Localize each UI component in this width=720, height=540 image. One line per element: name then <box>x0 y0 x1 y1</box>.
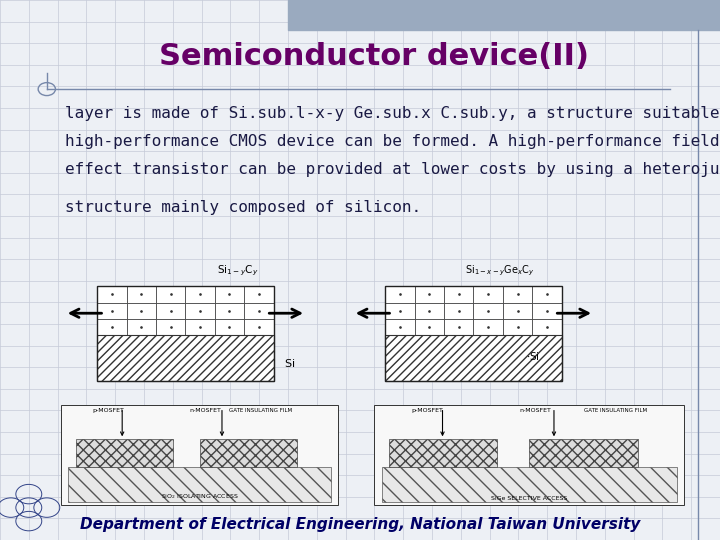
Bar <box>127 286 156 302</box>
Bar <box>156 286 186 302</box>
Bar <box>532 286 562 302</box>
Bar <box>97 286 274 381</box>
Bar <box>76 439 173 467</box>
Bar <box>244 286 274 302</box>
Bar <box>200 439 297 467</box>
Text: p-MOSFET: p-MOSFET <box>411 408 443 413</box>
Text: $\cdot\mathrm{Si}$: $\cdot\mathrm{Si}$ <box>526 350 539 362</box>
Bar <box>385 286 562 381</box>
Bar <box>215 286 244 302</box>
Text: GATE INSULATING FILM: GATE INSULATING FILM <box>229 408 292 413</box>
Bar <box>244 319 274 335</box>
Bar <box>97 286 127 302</box>
Bar <box>444 302 474 319</box>
Bar <box>186 319 215 335</box>
Bar <box>385 302 415 319</box>
Bar <box>532 302 562 319</box>
Bar <box>288 0 720 30</box>
Bar <box>503 302 532 319</box>
Bar <box>474 286 503 302</box>
Bar <box>156 302 186 319</box>
Text: layer is made of Si.sub.l-x-y Ge.sub.x C.sub.y, a structure suitable for a: layer is made of Si.sub.l-x-y Ge.sub.x C… <box>65 106 720 121</box>
Bar <box>127 319 156 335</box>
Bar <box>444 286 474 302</box>
Text: $\mathrm{Si}$: $\mathrm{Si}$ <box>284 356 295 369</box>
Text: effect transistor can be provided at lower costs by using a heterojunction: effect transistor can be provided at low… <box>65 162 720 177</box>
Text: SiO$_2$ ISOLATING ACCESS: SiO$_2$ ISOLATING ACCESS <box>161 492 238 501</box>
Text: GATE INSULATING FILM: GATE INSULATING FILM <box>585 408 647 413</box>
Bar <box>415 319 444 335</box>
Bar <box>127 302 156 319</box>
Bar <box>97 335 274 381</box>
Bar <box>244 302 274 319</box>
Bar <box>385 319 415 335</box>
Text: p-MOSFET: p-MOSFET <box>92 408 125 413</box>
Bar <box>68 467 331 502</box>
Bar <box>374 405 684 505</box>
Text: $\mathrm{Si}_{1-x-y}\mathrm{Ge}_x\mathrm{C}_y$: $\mathrm{Si}_{1-x-y}\mathrm{Ge}_x\mathrm… <box>464 264 534 278</box>
Text: $\mathrm{Si}_{1-y}\mathrm{C}_y$: $\mathrm{Si}_{1-y}\mathrm{C}_y$ <box>217 264 258 278</box>
Bar <box>97 319 127 335</box>
Bar <box>474 319 503 335</box>
Bar <box>186 302 215 319</box>
Bar <box>186 286 215 302</box>
Text: structure mainly composed of silicon.: structure mainly composed of silicon. <box>65 200 421 215</box>
Bar <box>156 319 186 335</box>
Bar <box>389 439 497 467</box>
Bar <box>215 319 244 335</box>
Text: n-MOSFET: n-MOSFET <box>189 408 221 413</box>
Bar <box>97 302 127 319</box>
Text: high-performance CMOS device can be formed. A high-performance field: high-performance CMOS device can be form… <box>65 134 719 149</box>
Bar <box>444 319 474 335</box>
Bar <box>385 286 415 302</box>
Text: Semiconductor device(II): Semiconductor device(II) <box>159 42 590 71</box>
Bar <box>474 302 503 319</box>
Bar <box>215 302 244 319</box>
Text: n-MOSFET: n-MOSFET <box>519 408 552 413</box>
Bar <box>503 319 532 335</box>
Bar <box>385 335 562 381</box>
Bar <box>529 439 638 467</box>
Bar <box>503 286 532 302</box>
Text: Department of Electrical Engineering, National Taiwan University: Department of Electrical Engineering, Na… <box>80 517 640 532</box>
Text: SiGe SELECTIVE ACCESS: SiGe SELECTIVE ACCESS <box>491 496 567 501</box>
Bar <box>61 405 338 505</box>
Bar <box>382 467 677 502</box>
Bar <box>415 286 444 302</box>
Bar <box>532 319 562 335</box>
Bar <box>415 302 444 319</box>
